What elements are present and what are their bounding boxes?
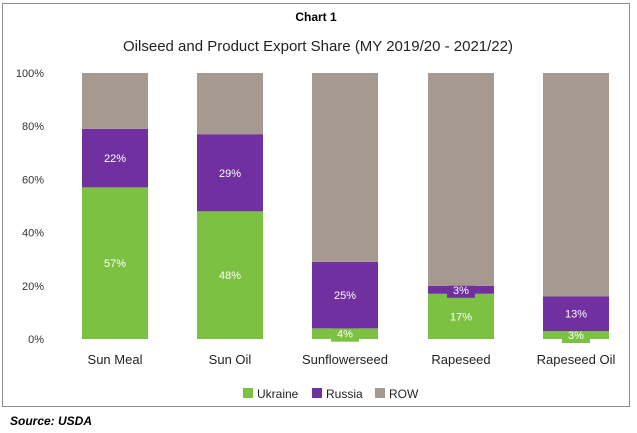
x-tick-label: Sun Meal — [88, 352, 143, 367]
data-label-russia-rapeseed-oil: 13% — [565, 309, 587, 321]
bar-russia-sun-meal — [82, 128, 148, 188]
x-tick-label: Sun Oil — [209, 352, 252, 367]
bar-ukraine-sun-oil — [197, 211, 263, 339]
legend-label-russia: Russia — [326, 387, 363, 401]
data-label-russia-rapeseed: 3% — [453, 285, 469, 297]
legend-swatch-row — [375, 388, 385, 398]
bar-russia-sun-oil — [197, 134, 263, 212]
y-axis: 0% 20% 40% 60% 80% 100% — [16, 68, 44, 346]
y-tick-label: 100% — [16, 68, 44, 80]
data-label-russia-sunflowerseed: 25% — [334, 290, 356, 302]
bar-ukraine-rapeseed — [428, 293, 494, 339]
bar-russia-rapeseed-oil — [543, 296, 609, 332]
bars: 57% 22% 48% 29% 4% 25% 17% 3% 3% 13% — [82, 73, 609, 344]
x-tick-label: Rapeseed — [431, 352, 490, 367]
source-note: Source: USDA — [10, 414, 93, 428]
legend-swatch-ukraine — [243, 388, 253, 398]
data-label-bg — [331, 325, 359, 342]
bar-row-sun-oil — [197, 73, 263, 135]
y-tick-label: 60% — [22, 174, 44, 186]
data-label-ukraine-sun-oil: 48% — [219, 270, 241, 282]
legend: Ukraine Russia ROW — [243, 387, 419, 401]
x-tick-label: Sunflowerseed — [302, 352, 388, 367]
data-label-russia-sun-meal: 22% — [104, 153, 126, 165]
data-label-ukraine-rapeseed-oil: 3% — [568, 330, 584, 342]
chart-title: Oilseed and Product Export Share (MY 201… — [123, 38, 513, 55]
bar-row-rapeseed — [428, 73, 494, 286]
data-label-ukraine-rapeseed: 17% — [450, 311, 472, 323]
x-axis: Sun Meal Sun Oil Sunflowerseed Rapeseed Rape… — [88, 352, 616, 367]
bar-row-rapeseed-oil — [543, 73, 609, 297]
legend-label-row: ROW — [389, 387, 419, 401]
legend-swatch-russia — [312, 388, 322, 398]
data-label-russia-sun-oil: 29% — [219, 168, 241, 180]
bar-row-sun-meal — [82, 73, 148, 129]
x-tick-label: Rapeseed Oil — [537, 352, 616, 367]
y-tick-label: 40% — [22, 228, 44, 240]
y-tick-label: 80% — [22, 121, 44, 133]
data-label-ukraine-sunflowerseed: 4% — [337, 329, 353, 341]
legend-label-ukraine: Ukraine — [257, 387, 299, 401]
bar-ukraine-sun-meal — [82, 187, 148, 339]
chart-label: Chart 1 — [295, 10, 337, 24]
y-tick-label: 20% — [22, 281, 44, 293]
data-label-ukraine-sun-meal: 57% — [104, 258, 126, 270]
y-tick-label: 0% — [28, 334, 44, 346]
bar-russia-sunflowerseed — [312, 261, 378, 329]
bar-row-sunflowerseed — [312, 73, 378, 262]
